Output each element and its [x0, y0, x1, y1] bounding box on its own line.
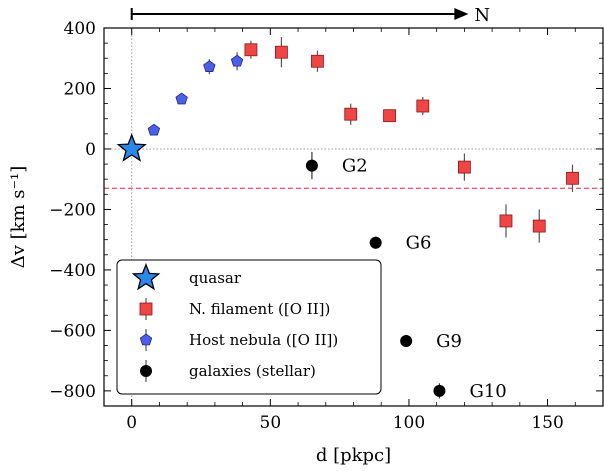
legend-marker-square — [139, 302, 153, 316]
y-tick-label: 0 — [85, 140, 96, 160]
x-tick-label: 0 — [126, 413, 137, 433]
galaxy-label: G6 — [406, 233, 432, 254]
point-labels: G2 G6 G9 G10 — [342, 156, 507, 402]
marker-square — [532, 219, 546, 233]
legend-marker-star — [131, 262, 161, 291]
legend-label: N. filament ([O II]) — [189, 300, 330, 318]
marker-square — [311, 54, 324, 68]
axis-ticks: 0 50 100 150 400 200 0 −200 −400 −600 −800 — [49, 19, 604, 433]
marker-circle — [433, 384, 446, 397]
x-axis-title: d [pkpc] — [316, 445, 391, 466]
data-markers — [116, 43, 579, 397]
legend-marker-circle — [140, 365, 152, 377]
marker-circle — [305, 159, 318, 172]
marker-square — [416, 99, 430, 113]
y-tick-label: −800 — [49, 382, 96, 402]
y-tick-label: −400 — [49, 261, 96, 281]
y-tick-label: 400 — [64, 19, 96, 39]
marker-square — [344, 107, 358, 121]
north-arrow: N — [130, 5, 490, 26]
galaxy-label: G9 — [436, 331, 462, 352]
marker-square — [566, 171, 579, 185]
marker-square — [383, 109, 396, 123]
marker-pentagon — [203, 60, 216, 72]
y-tick-label: −200 — [49, 200, 96, 220]
galaxy-label: G10 — [469, 381, 506, 402]
marker-square — [244, 43, 258, 57]
legend-label: galaxies (stellar) — [189, 362, 316, 380]
legend-box — [116, 259, 382, 395]
y-axis-title: Δv [km s⁻¹] — [8, 166, 29, 269]
galaxy-label: G2 — [342, 156, 368, 177]
arrow-head — [454, 8, 469, 20]
legend-label: quasar — [189, 269, 242, 287]
marker-square — [499, 214, 513, 228]
x-tick-label: 50 — [260, 413, 282, 433]
marker-pentagon — [230, 54, 244, 67]
x-tick-label: 100 — [393, 413, 425, 433]
marker-square — [457, 160, 471, 174]
marker-pentagon — [147, 123, 161, 136]
x-tick-label: 150 — [531, 413, 563, 433]
marker-square — [275, 45, 288, 59]
marker-pentagon — [175, 92, 188, 105]
legend-marker-pentagon — [139, 333, 153, 346]
y-tick-label: −600 — [49, 321, 96, 341]
legend-label: Host nebula ([O II]) — [189, 331, 338, 349]
y-tick-label: 200 — [64, 79, 96, 99]
marker-star — [116, 133, 147, 162]
arrow-label: N — [474, 5, 490, 26]
marker-circle — [400, 334, 413, 347]
legend: quasar N. filament ([O II]) Host nebula ([… — [116, 259, 382, 395]
marker-circle — [369, 236, 382, 249]
